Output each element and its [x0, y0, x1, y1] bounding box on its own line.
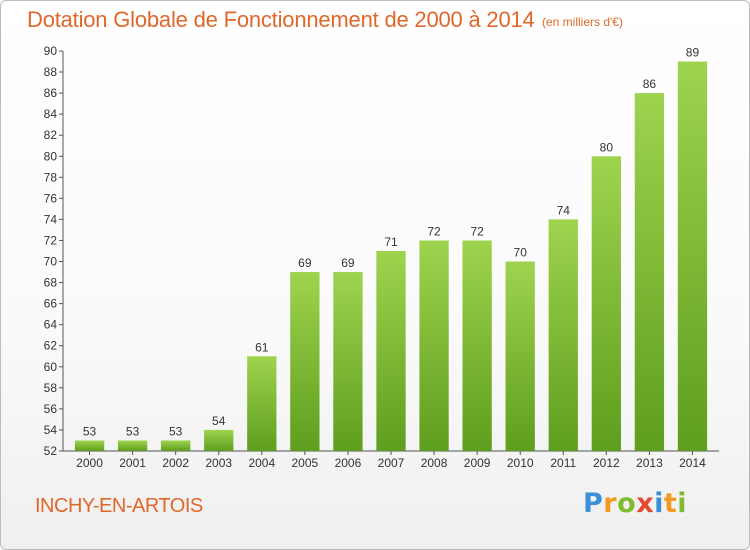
bar-2008 — [419, 240, 449, 451]
bar-value-label: 71 — [384, 235, 398, 249]
bar-2001 — [117, 440, 148, 451]
x-tick-label: 2003 — [205, 456, 232, 470]
bar-value-label: 72 — [470, 224, 484, 238]
y-tick-label: 76 — [44, 191, 58, 205]
y-tick-label: 90 — [44, 44, 58, 58]
commune-name: INCHY-EN-ARTOIS — [35, 495, 203, 517]
bar-2004 — [247, 356, 277, 451]
bar-value-label: 69 — [298, 256, 312, 270]
x-tick-label: 2013 — [636, 456, 663, 470]
y-tick-label: 74 — [44, 212, 58, 226]
y-tick-label: 66 — [44, 297, 58, 311]
x-tick-label: 2010 — [507, 456, 534, 470]
x-tick-label: 2008 — [421, 456, 448, 470]
y-tick-label: 82 — [44, 128, 58, 142]
bar-2005 — [290, 272, 320, 451]
bar-2000 — [74, 440, 105, 451]
y-tick-label: 58 — [44, 381, 58, 395]
y-tick-label: 84 — [44, 107, 58, 121]
logo-letter: r — [603, 488, 618, 519]
x-tick-label: 2005 — [292, 456, 319, 470]
bar-value-label: 72 — [427, 224, 441, 238]
bar-value-label: 74 — [557, 203, 571, 217]
x-tick-label: 2012 — [593, 456, 620, 470]
bar-2006 — [333, 272, 363, 451]
chart-subtitle: (en milliers d'€) — [542, 15, 623, 29]
logo-letter: P — [583, 488, 604, 519]
logo-letter: o — [617, 488, 637, 519]
y-tick-label: 70 — [44, 255, 58, 269]
y-tick-label: 88 — [44, 65, 58, 79]
logo-letter: x — [636, 488, 655, 519]
bar-value-label: 70 — [514, 246, 528, 260]
y-tick-label: 80 — [44, 149, 58, 163]
bar-value-label: 54 — [212, 414, 226, 428]
logo-letter: i — [654, 488, 664, 519]
y-tick-label: 60 — [44, 360, 58, 374]
y-tick-label: 72 — [44, 233, 58, 247]
logo-letter: i — [677, 488, 688, 519]
bar-value-label: 61 — [255, 340, 269, 354]
x-tick-label: 2011 — [550, 456, 576, 470]
chart-title: Dotation Globale de Fonctionnement de 20… — [27, 7, 535, 32]
logo-letter: t — [663, 488, 678, 519]
x-tick-label: 2001 — [119, 456, 146, 470]
y-tick-label: 52 — [44, 444, 58, 458]
y-tick-label: 56 — [44, 402, 58, 416]
x-tick-label: 2002 — [162, 456, 189, 470]
y-tick-label: 62 — [44, 339, 58, 353]
x-tick-label: 2004 — [248, 456, 275, 470]
x-tick-label: 2007 — [378, 456, 405, 470]
bar-2010 — [505, 261, 535, 451]
proxiti-logo: Proxiti — [583, 488, 687, 519]
y-tick-label: 64 — [44, 318, 58, 332]
bar-value-label: 80 — [600, 140, 614, 154]
bar-2012 — [591, 156, 621, 451]
bar-2014 — [677, 61, 708, 452]
bar-2002 — [161, 440, 191, 451]
bar-2007 — [376, 251, 406, 451]
bar-2003 — [204, 429, 234, 451]
y-tick-label: 68 — [44, 276, 58, 290]
y-tick-label: 78 — [44, 170, 58, 184]
y-tick-label: 54 — [44, 423, 58, 437]
bar-value-label: 89 — [686, 46, 700, 60]
bar-value-label: 86 — [643, 77, 657, 91]
axes: 52 54 56 58 60 62 64 66 68 70 72 74 76 78 80 82 84 86 88 90… — [44, 44, 719, 470]
x-tick-label: 2006 — [335, 456, 362, 470]
bar-value-label: 53 — [83, 424, 97, 438]
bar-value-label: 69 — [341, 256, 355, 270]
bar-2013 — [634, 93, 665, 452]
bar-value-label: 53 — [126, 424, 140, 438]
x-tick-label: 2014 — [679, 456, 706, 470]
bars: 53 53 53 54 61 69 69 71 72 72 70 74 80 86 89 — [74, 46, 708, 452]
bar-value-label: 53 — [169, 424, 183, 438]
x-tick-label: 2009 — [464, 456, 491, 470]
bar-2009 — [462, 240, 492, 451]
y-tick-label: 86 — [44, 86, 58, 100]
bar-2011 — [548, 219, 578, 451]
x-tick-label: 2000 — [76, 456, 103, 470]
